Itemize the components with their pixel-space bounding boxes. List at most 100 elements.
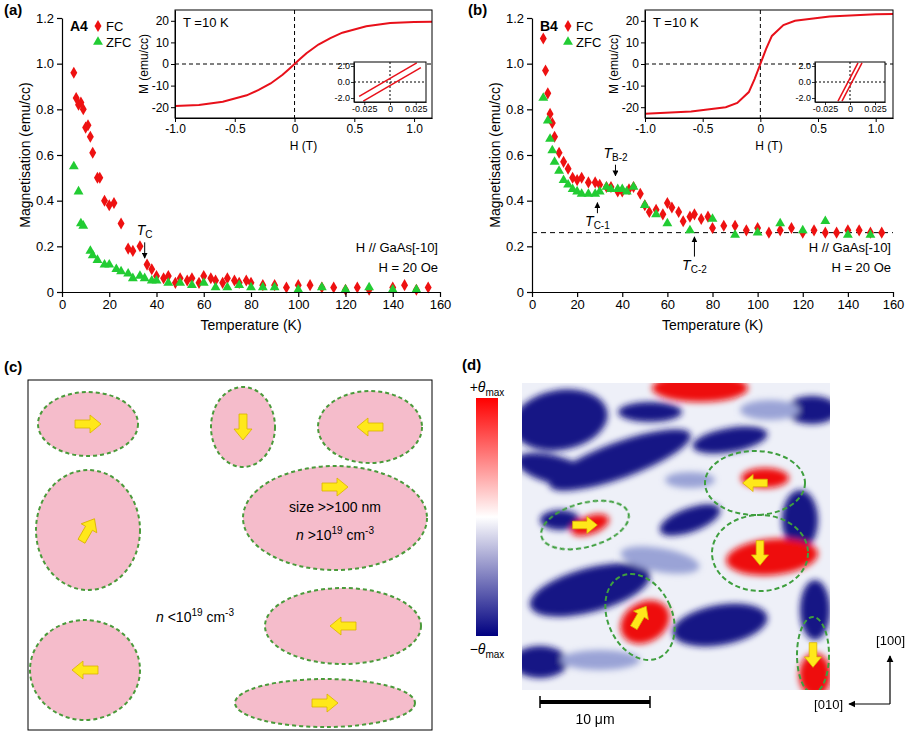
legend-label: ZFC (106, 35, 131, 50)
x-tick-label: 120 (335, 297, 357, 312)
x-tick-label: 100 (747, 297, 769, 312)
colorbar (476, 398, 498, 636)
x-tick-label: -1.0 (165, 122, 186, 136)
legend-item: ZFC (93, 35, 131, 50)
data-point (74, 186, 84, 195)
domain-outline (797, 617, 829, 690)
x-tick-label: 40 (616, 297, 630, 312)
inset-background (354, 62, 426, 102)
text-part: n (296, 527, 304, 543)
legend-label: FC (576, 19, 593, 34)
annotation-arrow (144, 242, 145, 258)
y-tick-mark (527, 64, 532, 65)
condition-label: H = 20 Oe (378, 260, 438, 275)
y-tick-label: 10 (626, 36, 640, 50)
x-axis: -1.0-0.500.51.0 (165, 118, 432, 136)
contrast-region (522, 446, 597, 494)
contrast-region (522, 383, 612, 458)
zero-lines (175, 10, 432, 118)
data-point (354, 281, 361, 293)
y-tick-label: -10 (152, 79, 170, 93)
inner-inset: -0.02500.025-2.00.02.0 (334, 61, 427, 114)
y-tick: 0.2 (506, 239, 532, 254)
y-axis-title: M (emu/cc) (137, 34, 151, 94)
data-point (765, 227, 772, 239)
legend: FCZFC (93, 19, 131, 50)
y-axis-title: Magnetisation (emu/cc) (17, 82, 33, 228)
x-tick: 0.5 (810, 118, 827, 136)
text-part: − (470, 641, 478, 657)
legend-label: ZFC (576, 35, 601, 50)
x-tick: 0 (529, 292, 536, 312)
data-point (554, 165, 564, 174)
annotation-subscript: C-2 (691, 264, 708, 275)
outside-density-label: n <1019 cm-3 (156, 607, 234, 625)
inside-density-label: n >1019 cm-3 (296, 525, 374, 543)
x-tick-label: 160 (883, 297, 905, 312)
y-tick: 0.4 (36, 193, 62, 208)
y-tick-label: 0.6 (506, 148, 524, 163)
data-point (152, 275, 162, 284)
data-point (211, 282, 221, 291)
data-line (842, 63, 862, 101)
x-tick: 160 (883, 292, 905, 312)
domain-outline (712, 515, 808, 591)
x-tick-label: 0 (59, 297, 66, 312)
y-tick-label: 0 (517, 285, 524, 300)
data-point (148, 263, 155, 275)
domain (38, 392, 138, 456)
y-axis: 00.20.40.60.81.01.2 (506, 11, 533, 300)
x-tick-label: 1.0 (406, 122, 423, 136)
contrast-region (740, 400, 800, 420)
panel-label: (a) (4, 1, 22, 18)
zero-lines (645, 10, 893, 118)
data-point (258, 282, 268, 291)
domain-size-label: size >>100 nm (289, 499, 381, 515)
inset-background (815, 62, 885, 102)
domain-outline (705, 451, 805, 515)
data-point (330, 281, 337, 293)
data-line (175, 22, 432, 106)
x-axis: -1.0-0.500.51.0 (635, 118, 893, 136)
x-tick-label: -0.5 (225, 122, 246, 136)
data-point (543, 115, 553, 124)
text-part: >10 (304, 527, 332, 543)
zero-line-horizontal (354, 82, 426, 83)
y-tick: -2.0 (334, 93, 354, 103)
x-tick: 0 (292, 118, 299, 136)
data-point (691, 208, 698, 220)
contrast-region (690, 422, 769, 459)
inset-background (175, 10, 432, 118)
annotation: TC (137, 222, 153, 240)
y-axis-title: M (emu/cc) (607, 34, 621, 94)
inset: -1.0-0.500.51.0-20-1001020T =10 KH (T)M … (137, 10, 433, 153)
data-point (542, 64, 549, 76)
y-tick-label: 20 (626, 14, 640, 28)
data-point (547, 145, 557, 154)
magnetisation-arrow (72, 661, 98, 679)
y-tick-label: 2.0 (798, 61, 811, 71)
y-tick-label: 10 (156, 36, 170, 50)
y-tick-label: 0.0 (337, 77, 350, 87)
y-tick: 0.8 (36, 102, 62, 117)
condition-label: H // GaAs[-10] (356, 240, 438, 255)
x-tick-label: 1.0 (868, 122, 885, 136)
y-tick-mark (351, 82, 354, 83)
data-point (69, 161, 79, 170)
x-tick-label: 120 (792, 297, 814, 312)
data-point (640, 200, 650, 209)
data-point (293, 284, 303, 293)
x-tick-label: -0.5 (693, 122, 714, 136)
data-point (317, 282, 327, 291)
legend-item: ZFC (563, 35, 601, 50)
y-tick: 1.0 (506, 56, 532, 71)
x-tick-label: 20 (103, 297, 117, 312)
y-tick-mark (57, 18, 62, 19)
y-tick-mark (57, 155, 62, 156)
legend: FCZFC (563, 19, 601, 50)
x-tick-label: -0.025 (813, 104, 839, 114)
zero-lines (815, 62, 885, 102)
y-axis-line (354, 63, 355, 103)
x-tick-label: 80 (244, 297, 258, 312)
data-point (822, 227, 829, 239)
